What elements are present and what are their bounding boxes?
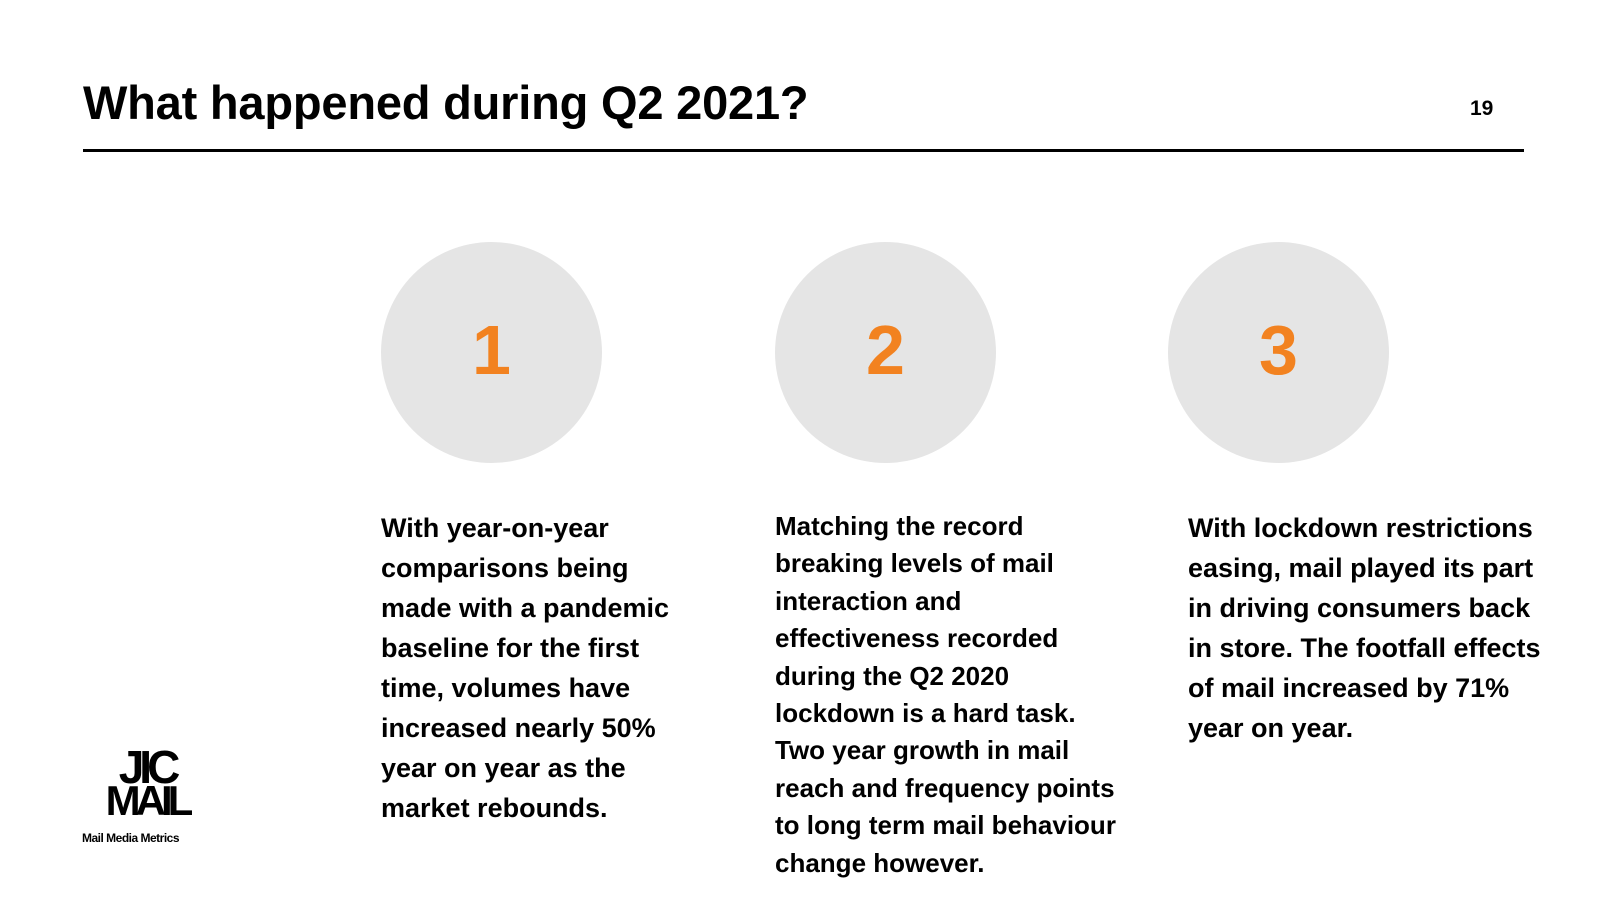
logo-bottom-word: MAIL [105, 777, 194, 824]
point-3-line: year on year. [1188, 713, 1354, 743]
point-1-line: increased nearly 50% [381, 713, 656, 743]
jicmail-logo: JIC MAIL Mail Media Metrics [82, 741, 212, 848]
point-2-circle: 2 [775, 242, 996, 463]
point-1-text: With year-on-year comparisons being made… [381, 508, 669, 828]
page-number: 19 [1470, 97, 1494, 120]
point-3-line: easing, mail played its part [1188, 553, 1534, 583]
point-1-line: With year-on-year [381, 513, 609, 543]
logo-tagline: Mail Media Metrics [82, 831, 180, 845]
point-2-line: to long term mail behaviour [775, 810, 1116, 841]
point-2-line: breaking levels of mail [775, 548, 1054, 579]
point-3-line: in store. The footfall effects [1188, 633, 1541, 663]
point-1-circle: 1 [381, 242, 602, 463]
point-2-line: reach and frequency points [775, 772, 1115, 803]
point-1-line: comparisons being [381, 553, 629, 583]
point-1-line: made with a pandemic [381, 593, 670, 623]
point-3-circle: 3 [1168, 242, 1389, 463]
point-2-line: effectiveness recorded [775, 623, 1059, 654]
point-3-line: With lockdown restrictions [1188, 513, 1533, 543]
point-1-line: market rebounds. [381, 793, 608, 823]
title-divider [83, 149, 1524, 152]
point-1-line: baseline for the first [381, 633, 640, 663]
point-3-line: in driving consumers back [1188, 593, 1531, 623]
point-1-line: time, volumes have [381, 673, 631, 703]
point-2-text: Matching the record breaking levels of m… [775, 508, 1116, 882]
point-2-number: 2 [866, 311, 905, 389]
point-3-line: of mail increased by 71% [1188, 673, 1510, 703]
point-2-line: change however. [775, 847, 985, 878]
point-2-line: during the Q2 2020 [775, 660, 1010, 691]
point-2-line: Matching the record [775, 511, 1024, 541]
point-1-line: year on year as the [381, 753, 626, 783]
point-3-text: With lockdown restrictions easing, mail … [1188, 508, 1541, 748]
point-3-number: 3 [1259, 311, 1298, 389]
point-1-number: 1 [472, 311, 511, 389]
slide-title: What happened during Q2 2021? [83, 76, 809, 129]
logo-top-word: JIC [118, 741, 181, 793]
point-2-line: Two year growth in mail [775, 735, 1070, 766]
point-2-line: lockdown is a hard task. [775, 698, 1076, 729]
point-2-line: interaction and [775, 585, 962, 616]
